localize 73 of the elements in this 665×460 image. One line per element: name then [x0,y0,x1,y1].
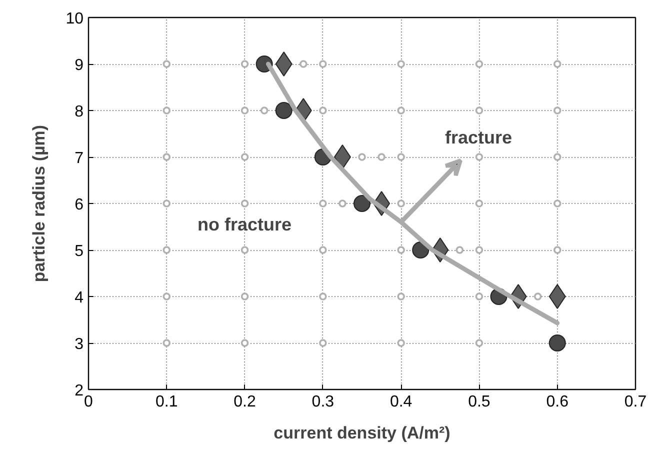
point [358,153,366,161]
point [162,246,171,254]
point [338,200,346,208]
point [275,102,292,119]
point [240,246,249,254]
point [475,292,484,300]
point [397,106,405,114]
point [548,334,566,352]
y-tick-label: 6 [74,196,84,214]
point [319,292,327,300]
y-tick-label: 3 [74,336,84,353]
point [319,339,327,347]
x-tick-label: 0 [84,394,94,410]
point [319,200,327,208]
point [397,200,405,208]
point [299,60,308,68]
x-tick-label: 0.3 [312,394,334,410]
y-tick-label: 10 [66,10,84,28]
y-tick-label: 7 [74,150,84,167]
x-tick-label: 0.7 [624,394,647,410]
point [475,339,484,347]
point [162,60,171,68]
point [456,246,464,254]
point [397,292,405,300]
x-tick-label: 0.2 [234,394,256,410]
point [475,106,484,114]
point [240,106,249,114]
point [397,339,405,347]
point [553,246,562,254]
point [162,339,171,347]
point [240,60,249,68]
x-tick-label: 0.5 [468,394,490,410]
y-tick-label: 5 [74,243,84,260]
point [475,153,484,161]
y-tick-label: 8 [74,104,84,120]
point [260,106,268,114]
point [475,60,484,68]
point [240,339,249,347]
point [334,144,351,170]
annotation: fracture [444,128,512,148]
point [553,200,562,208]
point [275,52,292,76]
x-tick-label: 0.1 [156,394,178,410]
point [319,106,327,114]
point [548,284,566,309]
point [553,60,562,68]
point [162,292,171,300]
point [378,153,386,161]
point [397,153,405,161]
point [354,195,370,212]
point [240,200,249,208]
y-tick-label: 2 [74,382,84,400]
x-tick-label: 0.6 [546,394,569,410]
point [534,292,542,300]
point [475,246,484,254]
point [553,106,562,114]
point [319,60,327,68]
x-axis-title: current density (A/m²) [274,424,450,442]
point [162,106,171,114]
annotation: no fracture [197,214,292,234]
point [240,153,249,161]
y-axis-title: particle radius (µm) [30,124,49,282]
point [162,153,171,161]
point [162,200,171,208]
point [240,292,249,300]
point [397,60,405,68]
x-tick-label: 0.4 [390,394,412,410]
point [397,246,405,254]
point [319,246,327,254]
point [553,153,562,161]
y-tick-label: 4 [74,290,84,306]
y-tick-label: 9 [74,57,84,74]
point [475,200,484,208]
